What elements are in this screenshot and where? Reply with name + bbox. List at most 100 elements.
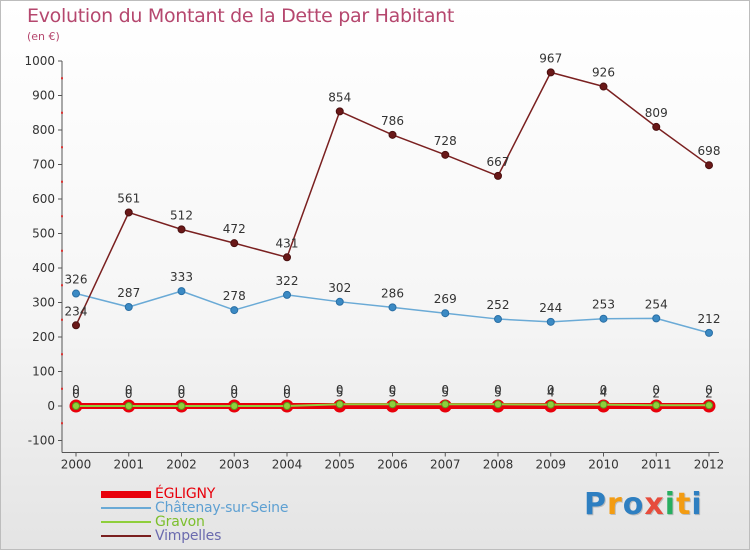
data-label: 0 — [125, 383, 133, 397]
data-point — [599, 82, 608, 91]
data-label: 254 — [645, 297, 668, 311]
data-label: 667 — [487, 155, 510, 169]
data-label: 809 — [645, 106, 668, 120]
data-point — [335, 400, 344, 409]
chart-subtitle: (en €) — [27, 30, 60, 43]
data-label: 326 — [65, 273, 88, 287]
data-label: 0 — [230, 383, 238, 397]
data-label: 512 — [170, 208, 193, 222]
x-tick-label: 2006 — [377, 458, 408, 472]
data-label: 926 — [592, 66, 615, 80]
y-tick-label: 0 — [47, 399, 55, 413]
y-tick-label: 800 — [32, 123, 55, 137]
data-label: 0 — [547, 383, 555, 397]
y-tick-label: 200 — [32, 330, 55, 344]
data-label: 854 — [328, 90, 351, 104]
data-label: 0 — [283, 383, 291, 397]
chart-axes: -100010020030040050060070080090010002000… — [24, 54, 724, 472]
data-label: 561 — [117, 191, 140, 205]
data-point — [283, 253, 291, 262]
data-point — [546, 68, 555, 77]
data-label: 286 — [381, 286, 404, 300]
x-tick-label: 2001 — [113, 458, 144, 472]
data-point — [388, 400, 397, 409]
x-tick-label: 2004 — [272, 458, 303, 472]
legend-swatch-gravon — [101, 521, 151, 523]
y-minor-tick — [61, 387, 63, 390]
data-point — [546, 317, 555, 326]
data-point — [494, 315, 502, 324]
data-point — [652, 122, 661, 131]
y-minor-tick — [61, 77, 63, 80]
data-label: 4 — [547, 386, 555, 400]
data-label: 0 — [178, 383, 186, 397]
data-point — [652, 314, 661, 323]
data-label: 2 — [705, 386, 713, 400]
data-label: 2 — [652, 386, 660, 400]
data-label: 431 — [276, 236, 299, 250]
x-tick-label: 2011 — [641, 458, 672, 472]
data-point — [124, 302, 133, 311]
data-label: 278 — [223, 289, 246, 303]
data-label: 287 — [117, 286, 140, 300]
data-point — [230, 239, 239, 248]
data-label: 0 — [600, 383, 608, 397]
data-label: 5 — [389, 385, 397, 399]
series-lines — [69, 68, 716, 413]
x-tick-label: 2010 — [588, 458, 619, 472]
data-point — [441, 309, 450, 318]
data-point — [441, 400, 450, 409]
data-label: 5 — [494, 385, 502, 399]
data-label: 0 — [125, 387, 133, 401]
proxiti-logo: Proxiti — [584, 487, 703, 522]
data-label: 728 — [434, 134, 457, 148]
legend-swatch-egligny — [101, 491, 151, 498]
data-point — [546, 400, 555, 409]
data-label: 698 — [698, 144, 721, 158]
data-label: 0 — [283, 387, 291, 401]
data-point — [177, 287, 186, 296]
data-label: 5 — [336, 385, 344, 399]
data-point — [441, 150, 450, 159]
y-minor-tick — [61, 215, 63, 218]
x-tick-label: 2008 — [483, 458, 514, 472]
y-minor-tick — [61, 111, 63, 114]
x-tick-label: 2002 — [166, 458, 197, 472]
y-minor-tick — [61, 318, 63, 321]
legend-label-chatenay: Châtenay-sur-Seine — [155, 500, 289, 516]
data-label: 0 — [705, 383, 713, 397]
data-point — [124, 208, 133, 217]
y-tick-label: 1000 — [24, 54, 55, 68]
data-label: 252 — [487, 298, 510, 312]
legend-swatch-chatenay — [101, 507, 151, 509]
y-minor-tick — [61, 249, 63, 252]
data-label: 333 — [170, 270, 193, 284]
data-point — [72, 321, 80, 330]
y-minor-tick — [61, 146, 63, 149]
data-label: 0 — [230, 387, 238, 401]
data-label: 322 — [276, 274, 299, 288]
y-tick-label: 300 — [32, 296, 55, 310]
data-label: 4 — [600, 386, 608, 400]
data-label: 244 — [539, 301, 562, 315]
data-label: 0 — [72, 383, 80, 397]
data-label: 0 — [652, 383, 660, 397]
data-label: 786 — [381, 114, 404, 128]
y-tick-label: 600 — [32, 192, 55, 206]
y-minor-tick — [61, 353, 63, 356]
chart-title: Evolution du Montant de la Dette par Hab… — [27, 5, 455, 27]
data-label: 0 — [178, 387, 186, 401]
data-point — [705, 328, 713, 337]
data-point — [72, 402, 80, 410]
data-point — [705, 401, 713, 410]
data-point — [230, 402, 239, 410]
data-point — [705, 161, 713, 170]
legend-label-vimpelles: Vimpelles — [155, 528, 222, 544]
x-tick-label: 2000 — [61, 458, 92, 472]
legend-label-gravon: Gravon — [155, 514, 205, 530]
data-point — [388, 303, 397, 312]
y-tick-label: 900 — [32, 89, 55, 103]
data-point — [652, 401, 661, 410]
data-point — [72, 289, 80, 298]
